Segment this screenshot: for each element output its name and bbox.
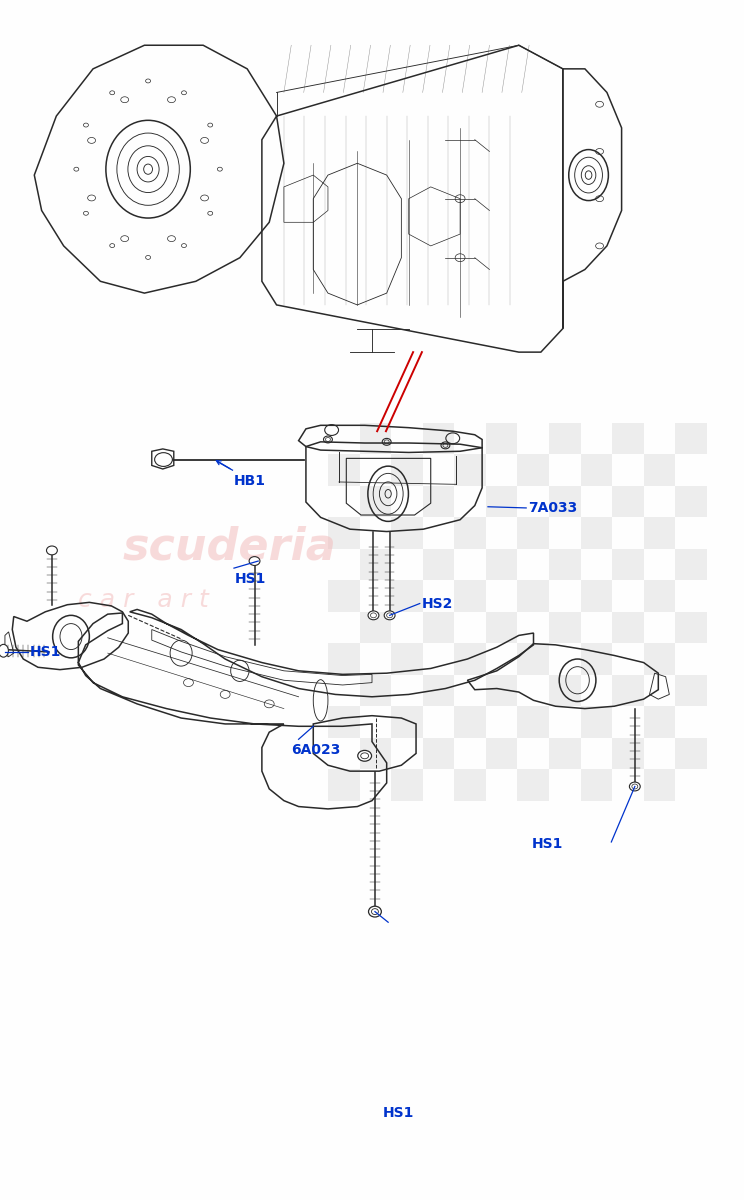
- Bar: [391, 643, 423, 674]
- Bar: [391, 769, 423, 800]
- Bar: [486, 422, 517, 455]
- Bar: [455, 769, 486, 800]
- Bar: [676, 612, 707, 643]
- Bar: [676, 674, 707, 707]
- Bar: [391, 581, 423, 612]
- Text: 7A033: 7A033: [528, 500, 577, 515]
- Bar: [612, 738, 644, 769]
- Ellipse shape: [155, 452, 173, 467]
- Bar: [549, 486, 580, 517]
- Bar: [359, 486, 391, 517]
- Bar: [549, 548, 580, 581]
- Bar: [359, 738, 391, 769]
- Bar: [391, 517, 423, 548]
- Bar: [517, 707, 549, 738]
- Bar: [486, 612, 517, 643]
- Bar: [549, 422, 580, 455]
- Bar: [517, 643, 549, 674]
- Ellipse shape: [629, 782, 641, 791]
- Bar: [328, 707, 359, 738]
- Bar: [644, 455, 676, 486]
- Bar: [612, 612, 644, 643]
- Bar: [455, 517, 486, 548]
- Bar: [455, 581, 486, 612]
- Bar: [517, 517, 549, 548]
- Bar: [580, 581, 612, 612]
- Bar: [644, 769, 676, 800]
- Text: c a r   a r t: c a r a r t: [78, 588, 209, 612]
- Bar: [328, 769, 359, 800]
- Bar: [455, 643, 486, 674]
- Bar: [423, 612, 455, 643]
- Bar: [455, 455, 486, 486]
- Bar: [328, 455, 359, 486]
- Bar: [580, 517, 612, 548]
- Bar: [644, 707, 676, 738]
- Bar: [517, 455, 549, 486]
- Bar: [328, 643, 359, 674]
- Bar: [549, 674, 580, 707]
- Bar: [676, 548, 707, 581]
- Text: HS1: HS1: [532, 838, 563, 851]
- Bar: [549, 612, 580, 643]
- Bar: [517, 769, 549, 800]
- Text: 6A023: 6A023: [291, 743, 341, 757]
- Bar: [359, 612, 391, 643]
- Bar: [423, 548, 455, 581]
- Bar: [580, 643, 612, 674]
- Bar: [612, 548, 644, 581]
- Bar: [580, 769, 612, 800]
- Text: HS2: HS2: [422, 596, 453, 611]
- Bar: [644, 581, 676, 612]
- Text: HS1: HS1: [30, 644, 61, 659]
- Ellipse shape: [0, 644, 8, 658]
- Bar: [423, 422, 455, 455]
- Bar: [423, 738, 455, 769]
- Bar: [612, 674, 644, 707]
- Bar: [328, 581, 359, 612]
- Bar: [549, 738, 580, 769]
- Bar: [644, 643, 676, 674]
- Bar: [391, 707, 423, 738]
- Bar: [423, 486, 455, 517]
- Bar: [359, 422, 391, 455]
- Bar: [580, 455, 612, 486]
- Bar: [612, 422, 644, 455]
- Ellipse shape: [249, 557, 260, 565]
- Bar: [423, 674, 455, 707]
- Text: HB1: HB1: [234, 474, 266, 487]
- Bar: [486, 486, 517, 517]
- Bar: [391, 455, 423, 486]
- Ellipse shape: [384, 611, 395, 619]
- Bar: [328, 517, 359, 548]
- Text: HS1: HS1: [382, 1106, 414, 1121]
- Bar: [517, 581, 549, 612]
- Text: HS1: HS1: [234, 571, 266, 586]
- Ellipse shape: [358, 750, 371, 761]
- Ellipse shape: [46, 546, 57, 554]
- Bar: [676, 738, 707, 769]
- Bar: [644, 517, 676, 548]
- Ellipse shape: [368, 906, 382, 917]
- Bar: [359, 674, 391, 707]
- Bar: [455, 707, 486, 738]
- Bar: [359, 548, 391, 581]
- Bar: [580, 707, 612, 738]
- Ellipse shape: [368, 611, 379, 619]
- Text: scuderia: scuderia: [123, 526, 336, 569]
- Bar: [612, 486, 644, 517]
- Bar: [486, 548, 517, 581]
- Bar: [676, 422, 707, 455]
- Bar: [486, 674, 517, 707]
- Bar: [676, 486, 707, 517]
- Bar: [486, 738, 517, 769]
